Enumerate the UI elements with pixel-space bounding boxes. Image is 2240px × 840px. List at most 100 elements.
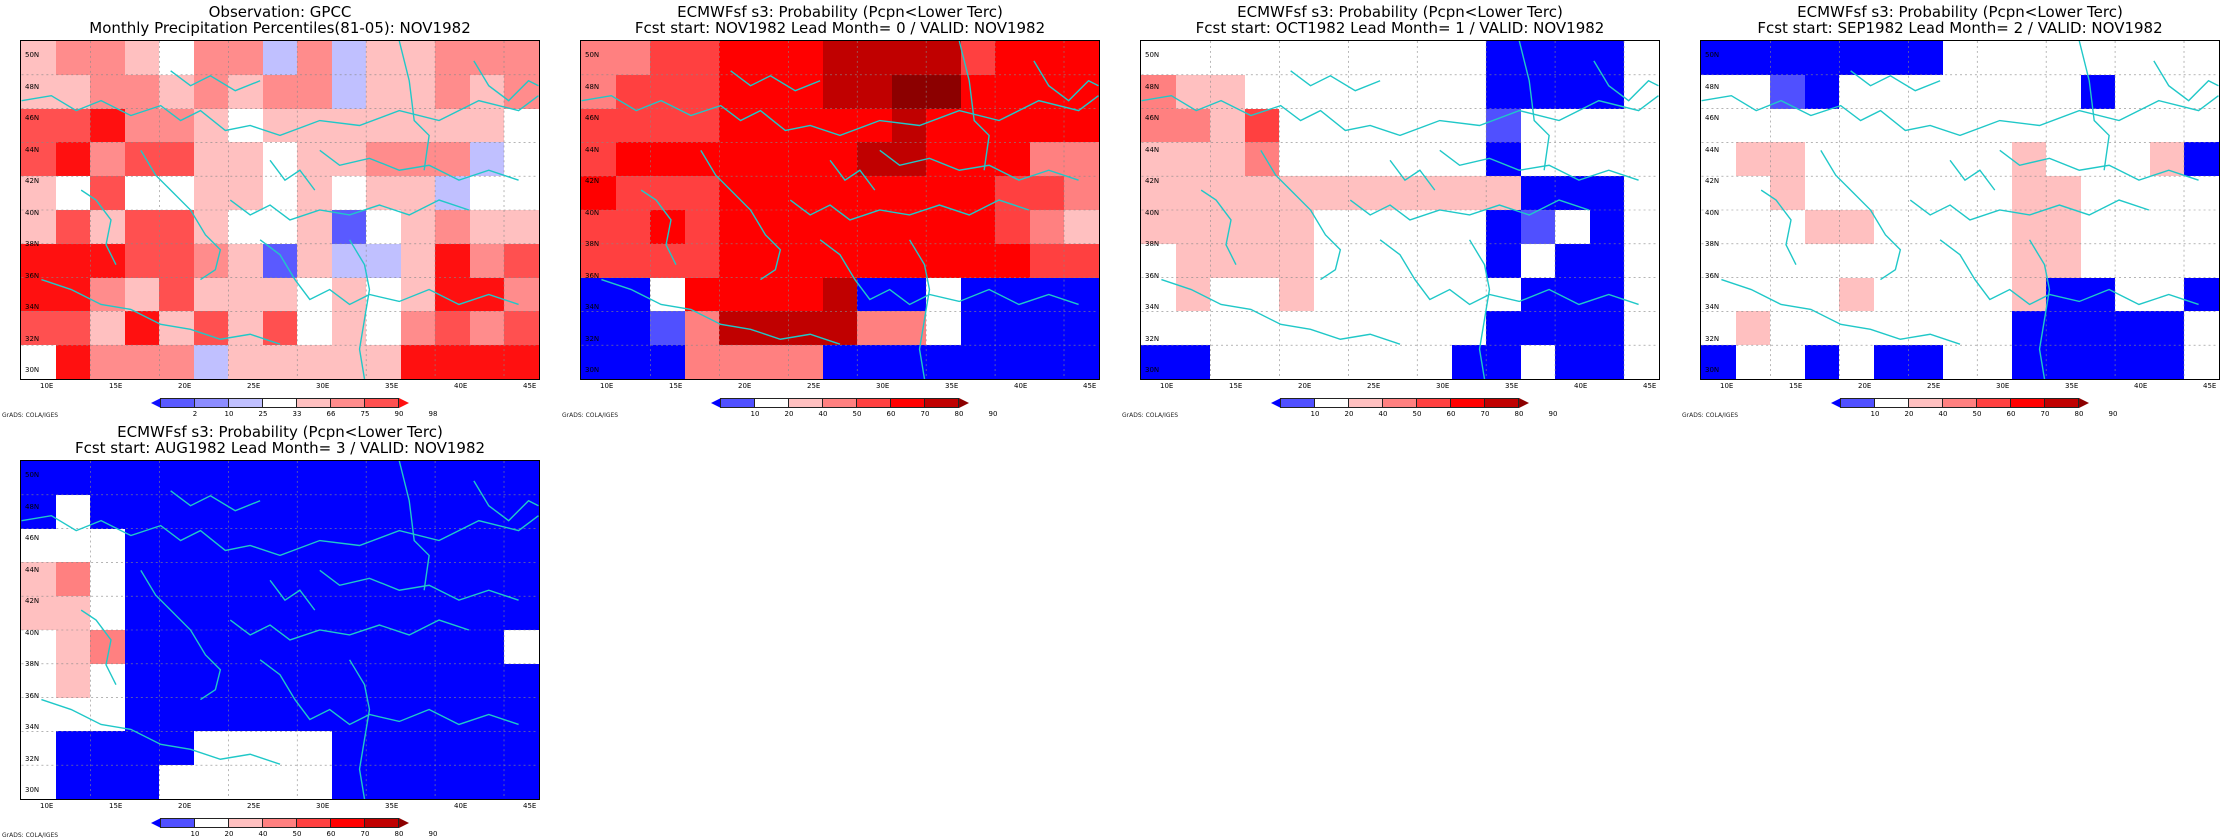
colorbar-label: 60 bbox=[2006, 410, 2016, 418]
coastline bbox=[2078, 41, 2110, 171]
grid-cell bbox=[1175, 277, 1211, 312]
grid-cell bbox=[1942, 311, 1978, 346]
grid-cell bbox=[1417, 142, 1452, 177]
grid-cell bbox=[1348, 311, 1383, 346]
grid-cell bbox=[753, 41, 789, 75]
colorbar-swatch bbox=[2044, 398, 2079, 408]
grid-cell bbox=[1210, 243, 1245, 278]
grid-cell bbox=[1486, 74, 1521, 109]
grid-cell bbox=[960, 108, 996, 143]
panel-subtitle: Fcst start: SEP1982 Lead Month= 2 / VALI… bbox=[1757, 19, 2163, 37]
grid-cell bbox=[2184, 74, 2219, 109]
lat-tick-label: 44N bbox=[1705, 145, 1720, 154]
grid-cell bbox=[228, 41, 263, 75]
grid-cell bbox=[891, 142, 927, 177]
grid-cell bbox=[435, 74, 470, 109]
grid-cell bbox=[1624, 311, 1659, 346]
panel-subtitle: Fcst start: NOV1982 Lead Month= 0 / VALI… bbox=[634, 19, 1046, 37]
grid-cell bbox=[1701, 41, 1736, 75]
grid-cell bbox=[228, 243, 263, 278]
grid-cell bbox=[2011, 74, 2047, 109]
colorbar-label: 70 bbox=[920, 410, 930, 418]
lat-tick-label: 36N bbox=[1705, 271, 1720, 280]
colorbar-label: 60 bbox=[326, 830, 336, 838]
grid-cell bbox=[1942, 41, 1978, 75]
grid-cell bbox=[615, 277, 651, 312]
grid-cell bbox=[366, 209, 401, 244]
grid-cell bbox=[1382, 176, 1418, 210]
grid-cell bbox=[159, 697, 194, 732]
grid-cell bbox=[1839, 243, 1874, 278]
grid-cell bbox=[1555, 209, 1590, 244]
grid-cell bbox=[193, 74, 229, 109]
grid-cell bbox=[1451, 176, 1487, 210]
colorbar-swatch bbox=[160, 818, 195, 828]
coastline bbox=[1290, 70, 1381, 92]
grid-cell bbox=[2046, 243, 2081, 278]
grid-cell bbox=[55, 176, 91, 210]
grid-cell bbox=[1701, 277, 1736, 312]
grid-cell bbox=[435, 461, 470, 495]
grid-cell bbox=[331, 74, 367, 109]
grid-cell bbox=[366, 461, 401, 495]
grid-cell bbox=[1873, 176, 1909, 210]
grid-cell bbox=[193, 345, 229, 379]
grid-cell bbox=[21, 629, 56, 664]
grid-cell bbox=[469, 731, 505, 766]
coastline bbox=[700, 149, 782, 281]
grid-cell bbox=[995, 74, 1030, 109]
grid-cell bbox=[1175, 311, 1211, 346]
colorbar-label: 50 bbox=[292, 830, 302, 838]
grid-cell bbox=[753, 108, 789, 143]
grid-cell bbox=[504, 461, 539, 495]
grid-cell bbox=[21, 663, 56, 698]
grid-cell bbox=[1589, 345, 1625, 379]
grid-cell bbox=[581, 142, 616, 177]
grid-cell bbox=[1382, 74, 1418, 109]
grid-cell bbox=[1417, 243, 1452, 278]
lat-tick-label: 34N bbox=[585, 303, 600, 311]
grid-cell bbox=[1908, 277, 1943, 312]
grid-cell bbox=[1451, 209, 1487, 244]
grid-cell bbox=[504, 243, 539, 278]
grid-cell bbox=[684, 74, 720, 109]
coastline bbox=[1999, 149, 2199, 181]
grid-cell bbox=[581, 176, 616, 210]
grid-cell bbox=[1244, 311, 1280, 346]
grid-cell bbox=[159, 108, 194, 143]
grid-cell bbox=[297, 765, 332, 799]
grid-cell bbox=[1589, 243, 1625, 278]
grid-cell bbox=[891, 74, 927, 109]
grid-cell bbox=[753, 277, 789, 312]
grid-cell bbox=[297, 697, 332, 732]
grid-cell bbox=[2115, 345, 2150, 379]
grid-cell bbox=[2115, 277, 2150, 312]
panel-lead-month-3: ECMWFsf s3: Probability (Pcpn<Lower Terc… bbox=[0, 420, 560, 840]
grid-cell bbox=[1141, 108, 1176, 143]
colorbar-low-arrow bbox=[151, 818, 161, 828]
lat-tick-label: 50N bbox=[585, 51, 600, 59]
grid-cell bbox=[55, 765, 91, 799]
grid-cell bbox=[1348, 176, 1383, 210]
grid-cell bbox=[615, 345, 651, 379]
probability-grid bbox=[1141, 41, 1659, 379]
lat-tick-label: 50N bbox=[25, 471, 40, 479]
grid-cell bbox=[1804, 74, 1840, 109]
grid-cell bbox=[2080, 311, 2116, 346]
grid-cell bbox=[857, 108, 892, 143]
lat-tick-label: 30N bbox=[1705, 366, 1720, 374]
grid-cell bbox=[719, 209, 754, 244]
grid-cell bbox=[1520, 243, 1556, 278]
grid-cell bbox=[1029, 108, 1065, 143]
grid-cell bbox=[1279, 243, 1314, 278]
grid-cell bbox=[1804, 243, 1840, 278]
grid-cell bbox=[581, 74, 616, 109]
grid-cell bbox=[1735, 345, 1771, 379]
grid-cell bbox=[1942, 108, 1978, 143]
lat-tick-label: 46N bbox=[1705, 114, 1720, 122]
grid-cell bbox=[719, 142, 754, 177]
grid-cell bbox=[891, 41, 927, 75]
grid-cell bbox=[684, 243, 720, 278]
grid-cell bbox=[1701, 176, 1736, 210]
grid-cell bbox=[2011, 345, 2047, 379]
